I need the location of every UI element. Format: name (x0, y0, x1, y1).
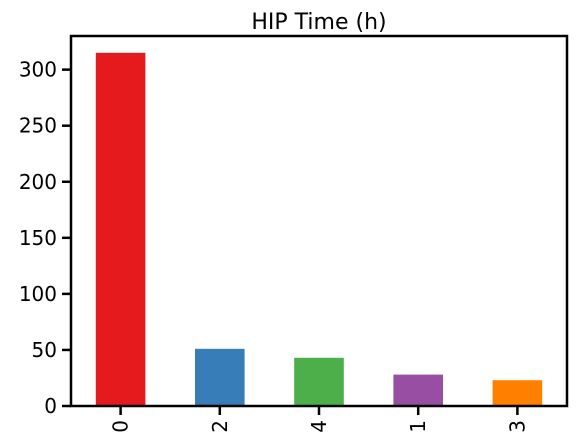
y-axis-ticks: 0 50 100 150 200 250 300 (19, 58, 71, 418)
y-tick-label: 100 (19, 282, 57, 306)
bars-layer (95, 52, 543, 407)
x-tick-label: 3 (505, 420, 529, 433)
x-tick-label: 4 (307, 420, 331, 433)
x-axis-ticks: 0 2 4 1 3 (109, 406, 529, 433)
x-tick-label: 0 (109, 420, 133, 433)
y-tick-label: 50 (32, 338, 57, 362)
bar-4 (294, 357, 344, 406)
y-tick-label: 200 (19, 170, 57, 194)
bar-2 (195, 348, 245, 406)
y-tick-label: 0 (44, 394, 57, 418)
x-tick-label: 1 (406, 420, 430, 433)
bar-0 (95, 52, 146, 407)
x-tick-label: 2 (208, 420, 232, 433)
y-tick-label: 250 (19, 114, 57, 138)
bar-1 (393, 374, 443, 406)
chart-title: HIP Time (h) (251, 10, 386, 35)
y-tick-label: 300 (19, 58, 57, 82)
y-tick-label: 150 (19, 226, 57, 250)
plot-frame (69, 34, 569, 408)
bar-3 (492, 380, 543, 406)
